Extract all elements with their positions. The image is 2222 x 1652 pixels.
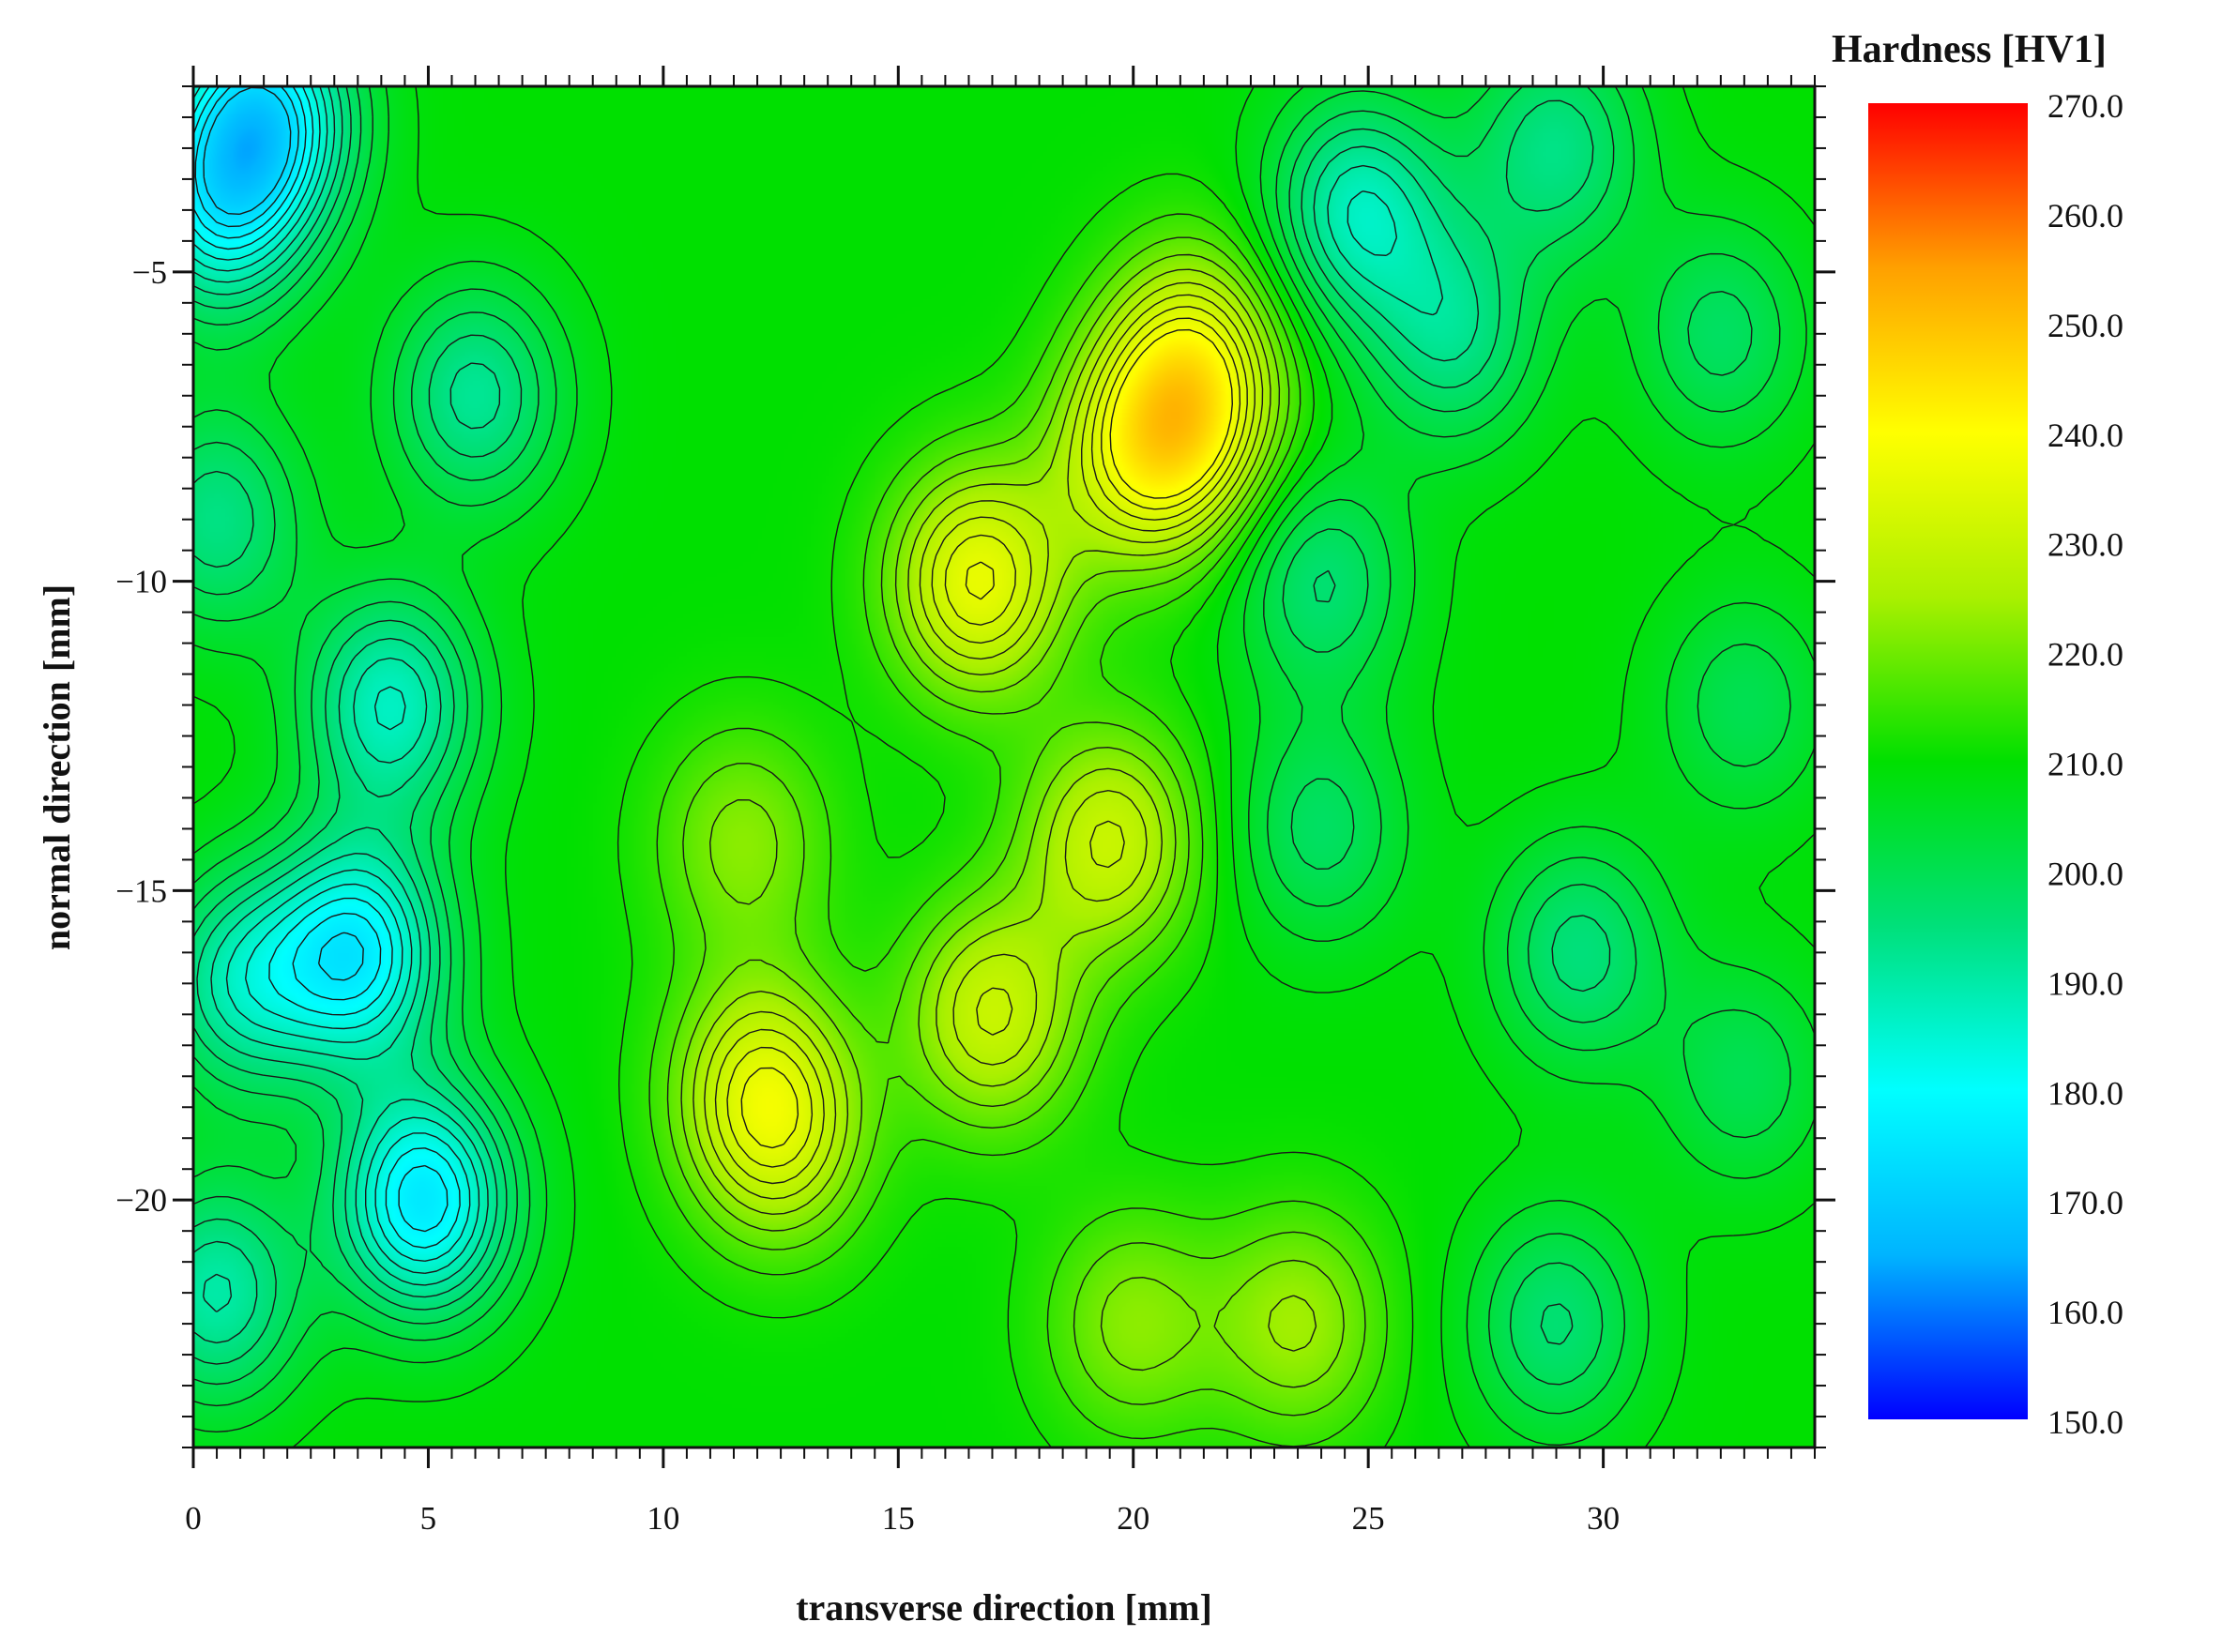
contour-line (193, 86, 461, 1249)
contour-line (193, 86, 471, 1262)
y-tick-label: −15 (115, 872, 167, 909)
x-tick-label: 20 (1117, 1500, 1149, 1537)
y-axis-title: normal direction [mm] (36, 584, 78, 950)
contour-line (193, 86, 1444, 1312)
colorbar-tick-label: 150.0 (2047, 1403, 2123, 1441)
contour-line (193, 86, 1753, 1386)
colorbar-tick-labels: 270.0 260.0 250.0 240.0 230.0 220.0 210.0 200.0… (2047, 87, 2123, 1441)
y-tick-label: −10 (115, 564, 167, 600)
contour-line (714, 294, 1256, 1185)
colorbar-tick-label: 200.0 (2047, 855, 2123, 892)
colorbar-tick-label: 250.0 (2047, 307, 2123, 344)
colorbar-tick-label: 230.0 (2047, 526, 2123, 564)
hardness-heatmap (193, 86, 1815, 1447)
colorbar-tick-label: 180.0 (2047, 1074, 2123, 1112)
contour-lines (193, 86, 1815, 1447)
contour-line (616, 173, 1414, 1447)
colorbar-tick-label: 190.0 (2047, 964, 2123, 1002)
colorbar-title: Hardness [HV1] (1832, 28, 2107, 71)
colorbar-tick-label: 270.0 (2047, 87, 2123, 125)
contour-line (203, 86, 292, 215)
x-tick-label: 10 (647, 1500, 679, 1537)
colorbar: Hardness [HV1] 270.0 260.0 250.0 240.0 230.0… (1832, 28, 2123, 1441)
x-tick-label: 5 (420, 1500, 437, 1537)
contour-line (666, 236, 1366, 1417)
y-tick-labels: −5 −10 −15 −20 (115, 254, 167, 1219)
colorbar-tick-label: 170.0 (2047, 1184, 2123, 1221)
contour-line (194, 86, 364, 981)
axis-ticks (173, 66, 1835, 1468)
x-tick-label: 15 (882, 1500, 915, 1537)
x-tick-label: 30 (1587, 1500, 1620, 1537)
contour-line (193, 86, 1815, 1447)
contour-line (1109, 328, 1233, 499)
contour-line (193, 86, 1815, 1446)
contour-line (193, 86, 1480, 1344)
contour-line (648, 213, 1388, 1447)
colorbar-tick-label: 240.0 (2047, 417, 2123, 454)
colorbar-gradient (1868, 103, 2028, 1419)
x-tick-label: 25 (1352, 1500, 1385, 1537)
plot-area (191, 84, 1817, 1449)
colorbar-tick-label: 220.0 (2047, 636, 2123, 674)
colorbar-tick-label: 210.0 (2047, 746, 2123, 783)
y-tick-label: −5 (132, 254, 167, 291)
colorbar-tick-label: 160.0 (2047, 1294, 2123, 1331)
contour-line (740, 317, 1241, 1149)
contour-line (704, 281, 1264, 1200)
contour-line (193, 86, 449, 1233)
contour-line (692, 268, 1317, 1352)
colorbar-tick-label: 260.0 (2047, 197, 2123, 235)
contour-line (726, 306, 1248, 1168)
y-tick-label: −20 (115, 1182, 167, 1219)
contour-line (193, 86, 1611, 1365)
x-tick-label: 0 (185, 1500, 202, 1537)
x-tick-labels: 0 5 10 15 20 25 30 (185, 1500, 1620, 1537)
contour-line (680, 253, 1345, 1388)
x-axis-title: transverse direction [mm] (796, 1586, 1212, 1629)
contour-line (193, 86, 1791, 1415)
